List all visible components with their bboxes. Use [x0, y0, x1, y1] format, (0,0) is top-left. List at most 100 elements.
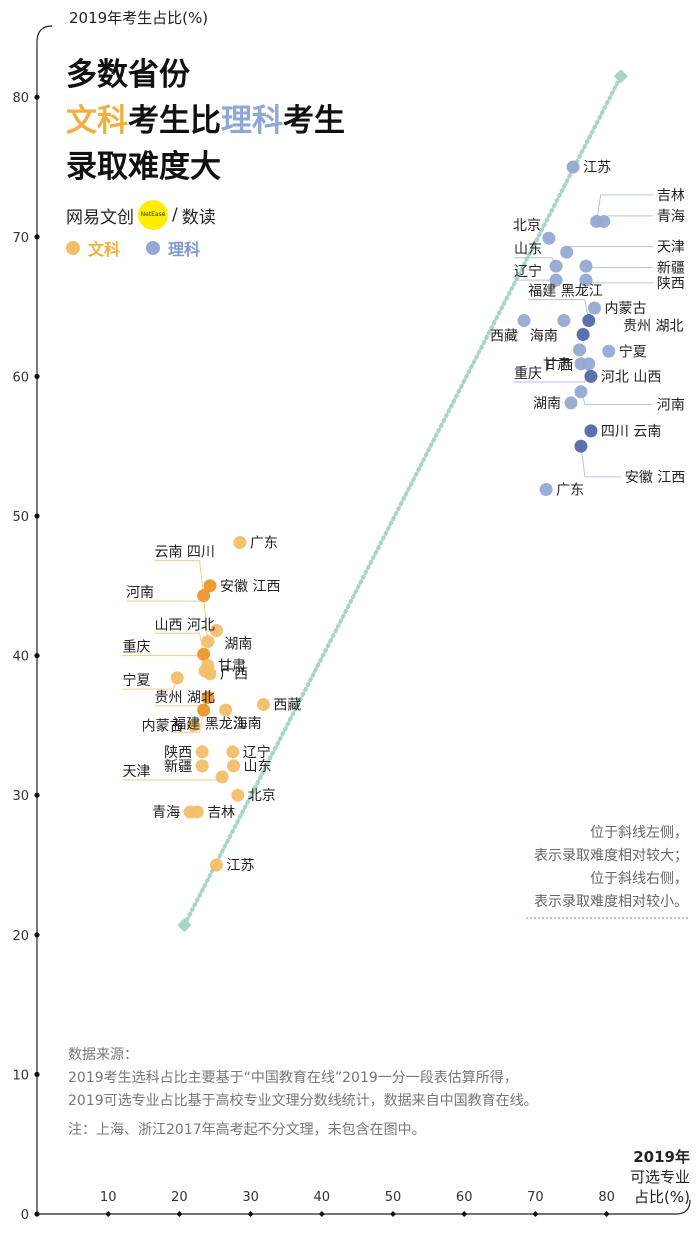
- data-point: [219, 703, 233, 717]
- x-tick-mark: [603, 1211, 610, 1217]
- data-point: [187, 718, 201, 732]
- x-tick-label: 50: [385, 1190, 402, 1205]
- y-tick-dot: [34, 94, 40, 100]
- data-point: [573, 343, 587, 357]
- point-label: 甘肃: [543, 357, 571, 373]
- point-label: 福建 黑龙江: [528, 284, 602, 300]
- y-tick-dot: [34, 653, 40, 659]
- data-point: [201, 690, 215, 704]
- point-label: 北京: [513, 218, 541, 234]
- data-point: [576, 328, 590, 342]
- y-tick-label: 50: [12, 510, 29, 525]
- x-axis-line: [37, 1199, 691, 1215]
- data-point: [256, 697, 270, 711]
- point-label: 陕西: [657, 276, 685, 292]
- point-label: 新疆: [164, 759, 192, 775]
- y-tick-label: 80: [12, 91, 29, 106]
- point-label: 甘肃: [218, 658, 246, 674]
- data-point: [517, 314, 531, 328]
- point-label: 海南: [530, 329, 558, 345]
- legend-swatch-wen: [66, 241, 80, 255]
- point-label: 吉林: [657, 188, 685, 204]
- leader-line: [528, 299, 590, 321]
- note-line-3: 位于斜线右侧，: [590, 871, 688, 887]
- data-point: [209, 623, 223, 637]
- title-li: 理科: [221, 103, 283, 139]
- point-label: 吉林: [207, 805, 235, 821]
- point-label: 贵州 湖北: [154, 690, 214, 706]
- x-tick-mark: [532, 1211, 539, 1217]
- y-tick-label: 70: [12, 231, 29, 246]
- x-tick-label: 60: [456, 1190, 473, 1205]
- note-line-1: 位于斜线左侧，: [590, 825, 688, 841]
- y-tick-label: 60: [12, 370, 29, 385]
- data-point: [195, 759, 209, 773]
- data-point: [197, 647, 211, 661]
- point-label: 内蒙古: [142, 718, 184, 734]
- data-point: [602, 344, 616, 358]
- legend: 文科 理科: [66, 236, 200, 260]
- data-point: [549, 273, 563, 287]
- point-label: 新疆: [657, 261, 685, 277]
- y-tick-label: 20: [12, 929, 29, 944]
- point-label: 江苏: [583, 160, 611, 176]
- y-tick-dot: [34, 932, 40, 938]
- y-axis-line: [36, 25, 53, 1214]
- title-end: 考生: [283, 103, 345, 139]
- point-label: 湖南: [224, 636, 252, 652]
- data-point: [201, 635, 215, 649]
- data-point: [579, 273, 593, 287]
- x-tick-mark: [318, 1211, 325, 1217]
- data-point: [560, 245, 574, 259]
- data-point: [597, 214, 611, 228]
- leader-line: [122, 655, 206, 672]
- point-label: 西藏: [273, 697, 301, 713]
- y-tick-label: 0: [21, 1208, 29, 1223]
- data-point: [209, 858, 223, 872]
- leader-line: [580, 446, 621, 478]
- data-point: [584, 369, 598, 383]
- point-label: 江苏: [226, 858, 254, 874]
- data-point: [227, 759, 241, 773]
- data-point: [197, 703, 211, 717]
- data-point: [582, 357, 596, 371]
- data-source: 数据来源： 2019考生选科占比主要基于“中国教育在线”2019一分一段表估算所…: [68, 1044, 538, 1142]
- y-tick-dot: [34, 1071, 40, 1077]
- leader-line: [566, 246, 653, 253]
- data-point: [542, 231, 556, 245]
- data-point: [566, 160, 580, 174]
- data-point: [587, 301, 601, 315]
- point-label: 湖南: [533, 396, 561, 412]
- note-underline: [526, 917, 688, 919]
- x-tick-mark: [105, 1211, 112, 1217]
- point-label: 山东: [514, 242, 542, 258]
- point-label: 云南 四川: [154, 545, 214, 561]
- leader-line: [585, 279, 653, 284]
- leader-line: [172, 709, 205, 733]
- point-label: 青海: [152, 805, 180, 821]
- x-axis-label-part: 2019年: [633, 1148, 690, 1166]
- point-label: 河南: [126, 585, 154, 601]
- leader-line: [580, 391, 653, 405]
- data-point: [197, 589, 211, 603]
- point-label: 内蒙古: [604, 301, 646, 317]
- y-tick-label: 10: [12, 1068, 29, 1083]
- point-label: 西藏: [490, 329, 518, 345]
- data-point: [579, 259, 593, 273]
- point-label: 辽宁: [514, 263, 542, 280]
- title-line-3: 录取难度大: [66, 149, 221, 185]
- leader-line: [603, 215, 653, 222]
- data-point: [190, 805, 204, 819]
- point-label: 陕西: [164, 745, 192, 761]
- x-tick-mark: [247, 1211, 254, 1217]
- point-label: 广西: [546, 358, 574, 374]
- brand-logo: 网易文创 NetEase / 数读: [66, 200, 216, 230]
- point-label: 天津: [122, 764, 150, 780]
- x-tick-label: 80: [598, 1190, 615, 1205]
- data-point: [195, 745, 209, 759]
- legend-label-li: 理科: [168, 240, 201, 259]
- point-label: 广东: [250, 536, 278, 552]
- legend-item-wen: 文科: [66, 236, 120, 260]
